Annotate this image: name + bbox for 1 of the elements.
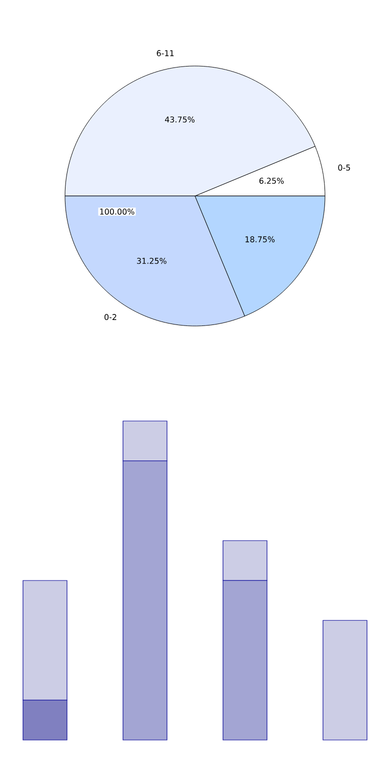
bar: [322, 620, 368, 740]
